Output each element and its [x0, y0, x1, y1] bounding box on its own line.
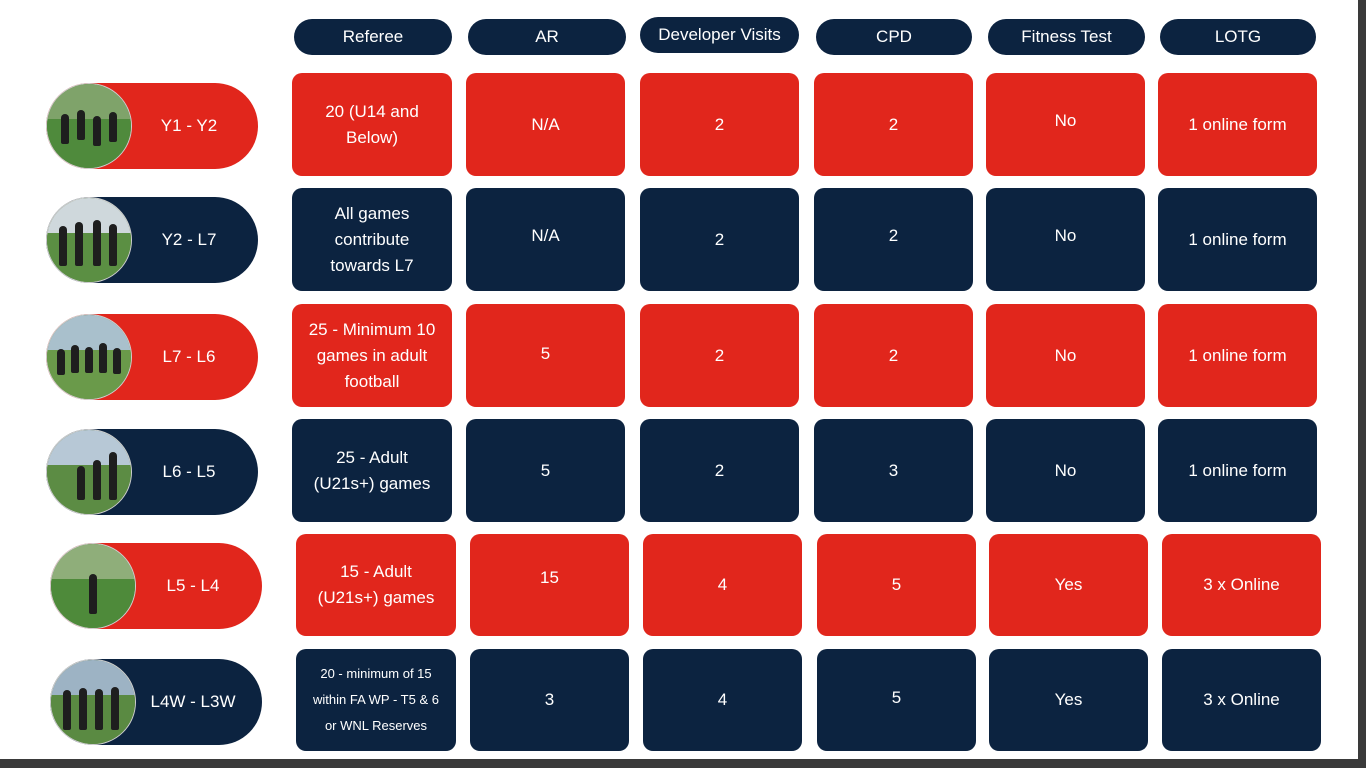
- ar-cell: N/A: [466, 188, 625, 291]
- level-label: L7 - L6: [162, 347, 216, 366]
- referees-running-photo: [46, 314, 132, 400]
- referees-training-photo: [46, 83, 132, 169]
- referee-cell: 25 - Minimum 10 games in adult football: [292, 304, 452, 407]
- fitness-test-cell: Yes: [989, 649, 1148, 751]
- lotg-cell: 1 online form: [1158, 73, 1317, 176]
- developer-visits-cell: 2: [640, 304, 799, 407]
- cpd-cell: 2: [814, 73, 973, 176]
- cpd-cell: 3: [814, 419, 973, 522]
- cpd-cell: 2: [814, 188, 973, 291]
- referee-cell: 25 - Adult (U21s+) games: [292, 419, 452, 522]
- header-fitness-test: Fitness Test: [988, 19, 1145, 55]
- level-label: L5 - L4: [166, 576, 220, 595]
- level-label: L6 - L5: [162, 462, 216, 481]
- fitness-test-cell: No: [986, 419, 1145, 522]
- cpd-cell: 5: [817, 649, 976, 751]
- assistant-referee-flags-photo: [46, 429, 132, 515]
- level-pill: L7 - L6: [46, 314, 258, 400]
- ar-cell: 3: [470, 649, 629, 751]
- level-pill: L6 - L5: [46, 429, 258, 515]
- level-label: Y1 - Y2: [160, 116, 218, 135]
- level-pill: Y1 - Y2: [46, 83, 258, 169]
- referee-cell: 20 (U14 and Below): [292, 73, 452, 176]
- header-developer-visits: Developer Visits: [640, 17, 799, 53]
- header-cpd: CPD: [816, 19, 972, 55]
- header-referee: Referee: [294, 19, 452, 55]
- fitness-test-cell: Yes: [989, 534, 1148, 636]
- cpd-cell: 2: [814, 304, 973, 407]
- header-lotg: LOTG: [1160, 19, 1316, 55]
- level-pill: L5 - L4: [50, 543, 262, 629]
- cpd-cell: 5: [817, 534, 976, 636]
- lotg-cell: 3 x Online: [1162, 534, 1321, 636]
- level-label: L4W - L3W: [150, 692, 236, 711]
- ar-cell: 15: [470, 534, 629, 636]
- lotg-cell: 1 online form: [1158, 188, 1317, 291]
- ar-cell: 5: [466, 304, 625, 407]
- developer-visits-cell: 4: [643, 649, 802, 751]
- lotg-cell: 3 x Online: [1162, 649, 1321, 751]
- developer-visits-cell: 2: [640, 73, 799, 176]
- ar-cell: N/A: [466, 73, 625, 176]
- lotg-cell: 1 online form: [1158, 419, 1317, 522]
- referee-cell: 20 - minimum of 15 within FA WP - T5 & 6…: [296, 649, 456, 751]
- fitness-test-cell: No: [986, 304, 1145, 407]
- developer-visits-cell: 4: [643, 534, 802, 636]
- level-pill: Y2 - L7: [46, 197, 258, 283]
- referees-group-photo: [46, 197, 132, 283]
- fitness-test-cell: No: [986, 188, 1145, 291]
- developer-visits-cell: 2: [640, 188, 799, 291]
- ar-cell: 5: [466, 419, 625, 522]
- fitness-test-cell: No: [986, 73, 1145, 176]
- lotg-cell: 1 online form: [1158, 304, 1317, 407]
- referee-cell: All games contribute towards L7: [292, 188, 452, 291]
- level-label: Y2 - L7: [161, 230, 217, 249]
- referee-cell: 15 - Adult (U21s+) games: [296, 534, 456, 636]
- referee-on-pitch-photo: [50, 543, 136, 629]
- header-ar: AR: [468, 19, 626, 55]
- developer-visits-cell: 2: [640, 419, 799, 522]
- level-pill: L4W - L3W: [50, 659, 262, 745]
- women-referees-team-photo: [50, 659, 136, 745]
